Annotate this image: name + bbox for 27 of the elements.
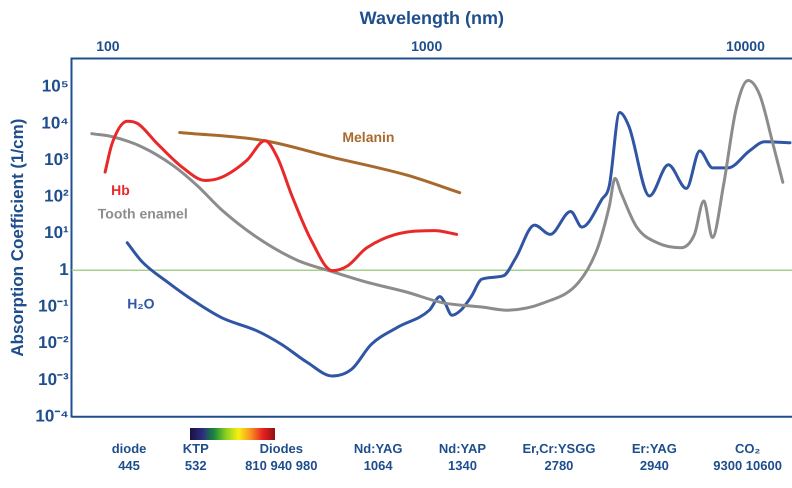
series-label: Tooth enamel — [98, 206, 188, 222]
text: CO₂ 9300 10600 — [713, 440, 782, 474]
y-axis-title: Absorption Coefficient (1/cm) — [8, 118, 27, 357]
series-label: Hb — [111, 182, 130, 198]
y-tick-label: 10³ — [44, 150, 70, 169]
text: Diodes 810 940 980 — [245, 440, 318, 474]
y-tick-label: 10⁴ — [41, 113, 69, 132]
series-label: H₂O — [127, 296, 155, 312]
text: Er,Cr:YSGG 2780 — [522, 440, 596, 474]
x-tick-label: 10000 — [726, 38, 766, 54]
y-tick-label: 10² — [44, 186, 70, 206]
x-tick-label: 1000 — [411, 38, 442, 54]
x-axis-title: Wavelength (nm) — [360, 8, 504, 28]
y-tick-label: 10⁵ — [42, 76, 69, 96]
x-tick-label: 100 — [96, 38, 120, 54]
series-label: Melanin — [342, 129, 394, 146]
y-tick-label: 10¹ — [44, 223, 70, 242]
text: diode 445 — [112, 440, 146, 474]
text: Nd:YAP 1340 — [438, 440, 486, 474]
y-tick-label: 1 — [59, 260, 69, 279]
y-tick-label: 10⁻² — [38, 333, 70, 352]
y-tick-label: 10⁻⁴ — [35, 406, 69, 426]
text: Er:YAG 2940 — [632, 440, 677, 474]
text: Nd:YAG 1064 — [354, 440, 402, 474]
text: KTP 532 — [182, 440, 209, 474]
y-tick-label: 10⁻³ — [38, 370, 70, 389]
y-tick-label: 10⁻¹ — [38, 296, 70, 316]
